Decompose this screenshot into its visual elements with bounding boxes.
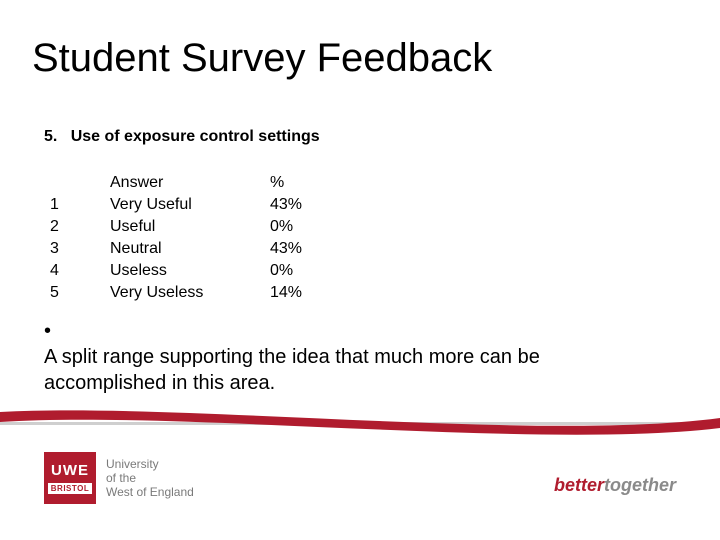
row-answer: Useless <box>110 260 270 282</box>
row-num: 2 <box>50 216 110 238</box>
results-table: Answer % 1 Very Useful 43% 2 Useful 0% 3… <box>50 172 330 304</box>
table-row: 5 Very Useless 14% <box>50 282 330 304</box>
uni-line1: University <box>106 457 194 471</box>
table-row: 4 Useless 0% <box>50 260 330 282</box>
table-header-row: Answer % <box>50 172 330 194</box>
uni-line2: of the <box>106 471 194 485</box>
row-percent: 0% <box>270 260 330 282</box>
slide: Student Survey Feedback 5. Use of exposu… <box>0 0 720 540</box>
red-swoosh-icon <box>0 408 720 440</box>
table-row: 3 Neutral 43% <box>50 238 330 260</box>
footer-logo-group: UWE BRISTOL University of the West of En… <box>44 452 194 504</box>
tagline-part1: better <box>554 475 604 495</box>
tagline: bettertogether <box>554 475 676 496</box>
bullet-dot-icon: • <box>44 318 66 344</box>
row-num: 1 <box>50 194 110 216</box>
table-header-percent: % <box>270 172 330 194</box>
question-text: Use of exposure control settings <box>71 128 320 145</box>
table-header-blank <box>50 172 110 194</box>
uni-line3: West of England <box>106 485 194 499</box>
question-line: 5. Use of exposure control settings <box>44 128 320 146</box>
row-percent: 43% <box>270 194 330 216</box>
table-row: 2 Useful 0% <box>50 216 330 238</box>
tagline-part2: together <box>604 475 676 495</box>
divider-ribbon <box>0 408 720 436</box>
bullet-text: A split range supporting the idea that m… <box>44 344 650 396</box>
logo-abbrev: UWE <box>51 462 89 479</box>
question-number: 5. <box>44 128 57 145</box>
row-percent: 0% <box>270 216 330 238</box>
page-title: Student Survey Feedback <box>32 36 492 81</box>
row-answer: Neutral <box>110 238 270 260</box>
row-answer: Very Useful <box>110 194 270 216</box>
logo-city: BRISTOL <box>48 483 92 494</box>
university-name: University of the West of England <box>106 457 194 499</box>
row-num: 5 <box>50 282 110 304</box>
table-row: 1 Very Useful 43% <box>50 194 330 216</box>
table-header-answer: Answer <box>110 172 270 194</box>
row-num: 3 <box>50 238 110 260</box>
row-num: 4 <box>50 260 110 282</box>
row-answer: Very Useless <box>110 282 270 304</box>
uwe-logo: UWE BRISTOL <box>44 452 96 504</box>
row-answer: Useful <box>110 216 270 238</box>
bullet-item: • A split range supporting the idea that… <box>44 318 676 396</box>
row-percent: 14% <box>270 282 330 304</box>
row-percent: 43% <box>270 238 330 260</box>
